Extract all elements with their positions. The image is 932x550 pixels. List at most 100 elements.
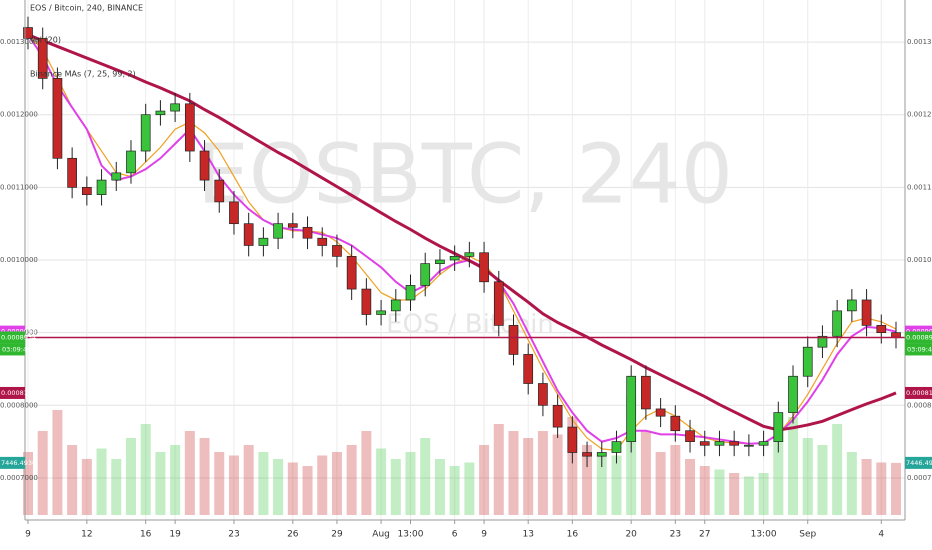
candle-body — [229, 201, 239, 225]
x-tick-label: 16 — [567, 530, 579, 540]
y-tick-label: 0.0010000 — [907, 256, 932, 264]
candle-body — [611, 441, 622, 453]
y-tick-label: 0.0008000 — [907, 401, 932, 409]
volume-bar — [714, 469, 725, 515]
volume-bar — [464, 462, 475, 515]
y-tick-label: 0.0010000 — [0, 256, 38, 264]
price-label: 7446.4930 — [906, 459, 932, 467]
volume-bar — [596, 452, 607, 515]
candle-body — [493, 281, 504, 326]
moving-average — [27, 34, 897, 445]
volume-bar — [537, 431, 548, 515]
volume-bar — [508, 431, 519, 515]
candle-body — [184, 103, 195, 152]
candle-body — [361, 288, 372, 315]
x-tick-label: 26 — [287, 530, 299, 540]
volume-bar — [861, 459, 872, 515]
x-tick-label: 9 — [25, 530, 31, 540]
candle-body — [552, 404, 563, 428]
candle-body — [479, 252, 489, 283]
candle-body — [847, 299, 857, 312]
price-label-box — [0, 331, 25, 344]
candle-body — [155, 110, 166, 116]
x-tick-label: Sep — [799, 530, 816, 540]
x-tick-label: 12 — [81, 530, 92, 540]
price-label: 0.0008170 — [1, 389, 36, 397]
candle-body — [464, 252, 475, 257]
volume-bar — [567, 417, 578, 515]
x-tick-label: 6 — [452, 530, 458, 540]
y-tick-label: 0.0012000 — [0, 111, 38, 119]
volume-bar — [67, 445, 78, 515]
x-tick-label: 20 — [625, 530, 637, 540]
volume-bar — [773, 431, 784, 515]
volume-bar — [155, 452, 166, 515]
volume-bar — [876, 462, 887, 515]
y-tick-label: 0.0011000 — [0, 183, 38, 191]
candle-body — [435, 259, 445, 264]
candle-body — [302, 226, 313, 239]
volume-bar — [199, 438, 210, 515]
candle-body — [626, 375, 637, 442]
volume-bar — [317, 455, 328, 515]
x-tick-label: 16 — [140, 530, 152, 540]
candle-body — [567, 426, 578, 453]
price-label-box — [905, 331, 932, 344]
candle-body — [758, 441, 769, 446]
volume-bar — [670, 445, 681, 515]
volume-bar — [434, 459, 445, 515]
volume-bar — [552, 434, 563, 515]
candle-body — [273, 223, 283, 239]
volume-bar — [523, 438, 534, 515]
volume-bar — [626, 396, 637, 515]
x-tick-label: 23 — [228, 530, 239, 540]
candle-body — [317, 237, 328, 246]
volume-bar — [96, 448, 107, 515]
candle-body — [67, 157, 77, 188]
countdown: 03:09:49 — [2, 345, 31, 353]
candle-body — [699, 441, 710, 446]
volume-bar — [788, 417, 799, 515]
volume-bar — [640, 431, 651, 515]
axis-labels: 0.0013000 0.0013000 0.0012000 0.0012000 0.00… — [0, 38, 932, 540]
x-tick-label: 23 — [670, 530, 681, 540]
y-tick-label: 0.0012000 — [907, 111, 932, 119]
candle-body — [214, 179, 225, 203]
x-tick-label: 13:00 — [751, 530, 777, 540]
price-label: 0.0008934 — [906, 333, 932, 341]
volume-bar — [170, 445, 181, 515]
x-tick-label: 29 — [331, 530, 343, 540]
volume-bar — [743, 476, 754, 515]
volume-bar — [228, 455, 239, 515]
x-tick-label: 9 — [481, 530, 487, 540]
volume-bar — [111, 459, 122, 515]
watermark-text: EOSBTC, 240 — [197, 127, 733, 222]
volume-bar — [699, 466, 710, 515]
candle-body — [111, 172, 122, 181]
volume-bar — [817, 445, 828, 515]
candle-body — [582, 452, 592, 457]
x-tick-label: 13 — [522, 530, 533, 540]
x-tick-label: 27 — [699, 530, 710, 540]
y-tick-label: 0.0013000 — [0, 38, 38, 46]
y-tick-label: 0.0013000 — [907, 38, 932, 46]
volume-bar — [655, 452, 666, 515]
volume-bar — [449, 466, 460, 515]
countdown: 03:09:49 — [907, 345, 932, 353]
candle-body — [685, 430, 695, 442]
candle-body — [390, 299, 401, 312]
indicator-label: Binance MAs (7, 25, 99, 2) — [30, 70, 136, 79]
volume-bar — [479, 445, 490, 515]
candle-body — [876, 325, 887, 334]
candle-body — [449, 256, 460, 261]
candle-body — [52, 78, 63, 159]
candle-body — [126, 150, 136, 174]
candle-body — [243, 223, 254, 246]
candle-body — [420, 263, 431, 286]
candle-body — [258, 237, 269, 246]
countdown-box — [905, 343, 932, 356]
volume-bar — [258, 452, 269, 515]
volume-bar — [81, 459, 92, 515]
volume-bar — [346, 445, 357, 515]
